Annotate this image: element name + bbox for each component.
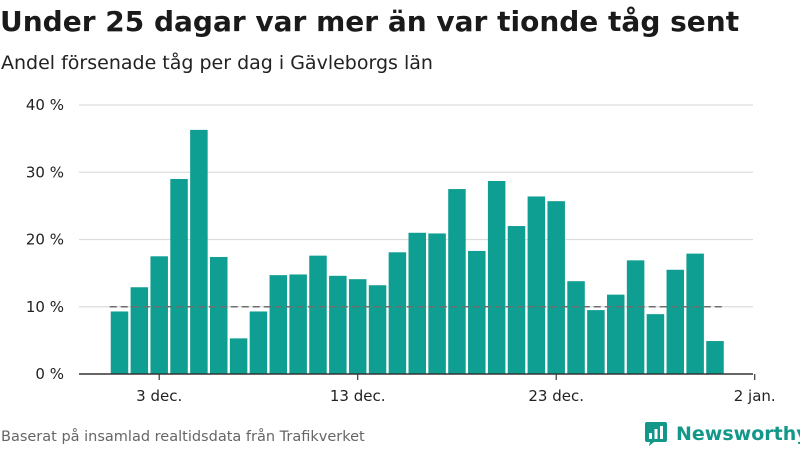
bar (110, 311, 129, 374)
y-tick-label: 40 % (26, 96, 64, 114)
chart-title: Under 25 dagar var mer än var tionde tåg… (0, 5, 740, 38)
bar (408, 232, 426, 374)
bar (249, 311, 268, 374)
bar (587, 310, 605, 374)
bar (428, 233, 446, 374)
bar (646, 314, 665, 374)
x-tick-label: 13 dec. (330, 387, 386, 405)
bar (170, 178, 188, 374)
bar (210, 256, 228, 374)
y-tick-label: 30 % (26, 163, 64, 181)
bar (487, 180, 506, 374)
bar (150, 256, 168, 374)
bar (309, 255, 327, 374)
bar (547, 201, 565, 374)
bar-chart: 0 % 10 % 20 % 30 % 40 % 3 dec. 13 dec. 23 dec.… (26, 96, 776, 405)
bar (706, 341, 724, 374)
bar (229, 338, 248, 374)
bar (666, 269, 685, 374)
bar (686, 253, 704, 374)
bar (289, 274, 307, 374)
x-tick-label: 3 dec. (136, 387, 182, 405)
bar (269, 275, 288, 374)
bar (567, 281, 585, 374)
bar (527, 196, 546, 374)
bar (468, 250, 486, 374)
y-tick-label: 20 % (26, 231, 64, 249)
axes (79, 373, 756, 380)
bar (130, 287, 149, 374)
bar (607, 294, 625, 374)
x-tick-labels: 3 dec. 13 dec. 23 dec. 2 jan. (136, 387, 776, 405)
x-tick-label: 2 jan. (734, 387, 776, 405)
bars (110, 129, 724, 374)
y-tick-label: 0 % (35, 365, 64, 383)
bar (329, 275, 347, 374)
bar (348, 279, 367, 374)
y-tick-labels: 0 % 10 % 20 % 30 % 40 % (26, 96, 64, 383)
brand-name: Newsworthy (676, 423, 800, 445)
bar (388, 252, 407, 374)
x-tick-label: 23 dec. (528, 387, 584, 405)
y-tick-label: 10 % (26, 298, 64, 316)
chart-subtitle: Andel försenade tåg per dag i Gävleborgs… (1, 52, 433, 74)
newsworthy-logo-icon (645, 422, 667, 446)
bar (368, 285, 387, 374)
source-note: Baserat på insamlad realtidsdata från Tr… (1, 429, 365, 445)
bar (626, 260, 645, 374)
bar (190, 129, 208, 374)
brand-logo[interactable]: Newsworthy (644, 420, 800, 448)
bar (448, 189, 466, 374)
bar (507, 226, 526, 374)
